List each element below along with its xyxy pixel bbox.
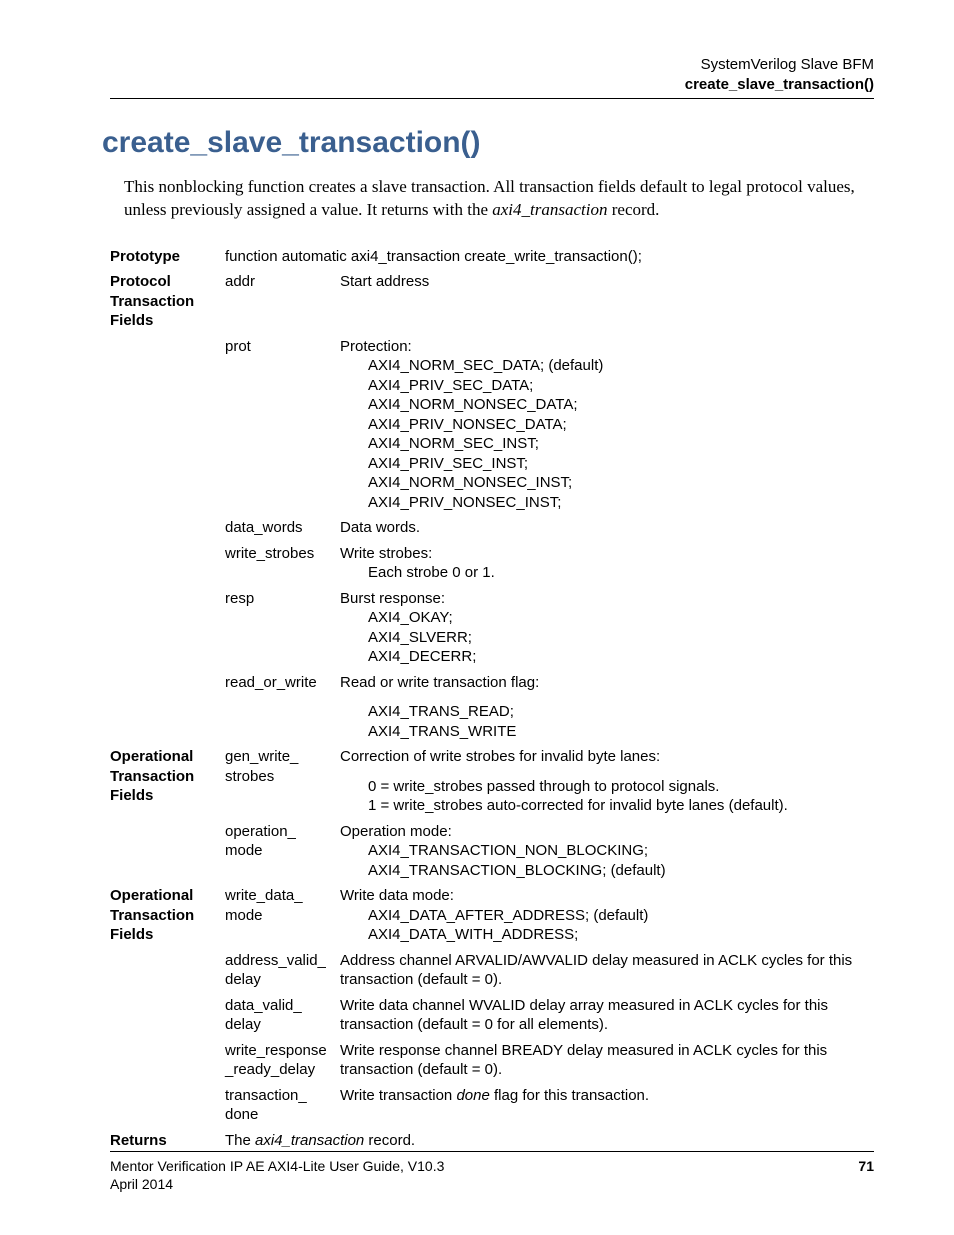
header-subtitle: SystemVerilog Slave BFM — [110, 55, 874, 75]
table-row: Operational Transaction Fieldsgen_write_… — [110, 744, 874, 819]
table-row: protProtection:AXI4_NORM_SEC_DATA; (defa… — [110, 334, 874, 516]
field-desc: Address channel ARVALID/AWVALID delay me… — [340, 948, 874, 993]
intro-text-2: record. — [607, 200, 659, 219]
table-row: write_strobesWrite strobes:Each strobe 0… — [110, 541, 874, 586]
field-name: operation_ mode — [225, 819, 340, 884]
field-name: gen_write_ strobes — [225, 744, 340, 819]
field-name: data_valid_ delay — [225, 993, 340, 1038]
section-label — [110, 515, 225, 541]
footer-left: Mentor Verification IP AE AXI4-Lite User… — [110, 1157, 444, 1175]
field-name: transaction_ done — [225, 1083, 340, 1128]
section-label — [110, 670, 225, 745]
section-label: Prototype — [110, 244, 225, 270]
table-row: respBurst response:AXI4_OKAY;AXI4_SLVERR… — [110, 586, 874, 670]
section-label — [110, 541, 225, 586]
field-desc: Write response channel BREADY delay meas… — [340, 1038, 874, 1083]
field-desc: Write transaction done flag for this tra… — [340, 1083, 874, 1128]
field-name: read_or_write — [225, 670, 340, 745]
table-row: address_valid_ delayAddress channel ARVA… — [110, 948, 874, 993]
field-desc: Burst response:AXI4_OKAY;AXI4_SLVERR;AXI… — [340, 586, 874, 670]
section-label — [110, 993, 225, 1038]
field-desc: Read or write transaction flag:AXI4_TRAN… — [340, 670, 874, 745]
header-topic: create_slave_transaction() — [110, 75, 874, 95]
table-row: Protocol Transaction FieldsaddrStart add… — [110, 269, 874, 334]
field-name: data_words — [225, 515, 340, 541]
field-name: function automatic axi4_transaction crea… — [225, 244, 874, 270]
intro-paragraph: This nonblocking function creates a slav… — [124, 176, 874, 222]
field-name: write_response _ready_delay — [225, 1038, 340, 1083]
section-label — [110, 948, 225, 993]
page-footer: Mentor Verification IP AE AXI4-Lite User… — [110, 1151, 874, 1193]
definition-table: Prototypefunction automatic axi4_transac… — [110, 244, 874, 1154]
table-row: data_valid_ delayWrite data channel WVAL… — [110, 993, 874, 1038]
section-label: Protocol Transaction Fields — [110, 269, 225, 334]
field-desc: Start address — [340, 269, 874, 334]
section-label — [110, 1083, 225, 1128]
table-row: write_response _ready_delayWrite respons… — [110, 1038, 874, 1083]
table-row: Operational Transaction Fieldswrite_data… — [110, 883, 874, 948]
field-desc: Data words. — [340, 515, 874, 541]
field-name: write_strobes — [225, 541, 340, 586]
footer-page-number: 71 — [858, 1157, 874, 1175]
table-row: read_or_writeRead or write transaction f… — [110, 670, 874, 745]
page-header: SystemVerilog Slave BFM create_slave_tra… — [110, 55, 874, 99]
table-row: Prototypefunction automatic axi4_transac… — [110, 244, 874, 270]
field-name: addr — [225, 269, 340, 334]
field-name: resp — [225, 586, 340, 670]
field-name: prot — [225, 334, 340, 516]
section-label — [110, 334, 225, 516]
section-label: Operational Transaction Fields — [110, 883, 225, 948]
field-desc: Correction of write strobes for invalid … — [340, 744, 874, 819]
section-label: Returns — [110, 1128, 225, 1154]
intro-text-1: This nonblocking function creates a slav… — [124, 177, 855, 219]
page-title: create_slave_transaction() — [102, 123, 874, 162]
field-desc: The axi4_transaction record. — [225, 1128, 874, 1154]
section-label: Operational Transaction Fields — [110, 744, 225, 819]
table-row: ReturnsThe axi4_transaction record. — [110, 1128, 874, 1154]
field-desc: Write data channel WVALID delay array me… — [340, 993, 874, 1038]
field-desc: Write data mode:AXI4_DATA_AFTER_ADDRESS;… — [340, 883, 874, 948]
field-name: write_data_ mode — [225, 883, 340, 948]
field-name: address_valid_ delay — [225, 948, 340, 993]
table-row: transaction_ doneWrite transaction done … — [110, 1083, 874, 1128]
section-label — [110, 1038, 225, 1083]
field-desc: Protection:AXI4_NORM_SEC_DATA; (default)… — [340, 334, 874, 516]
field-desc: Write strobes:Each strobe 0 or 1. — [340, 541, 874, 586]
table-row: operation_ modeOperation mode:AXI4_TRANS… — [110, 819, 874, 884]
intro-em: axi4_transaction — [492, 200, 607, 219]
footer-date: April 2014 — [110, 1175, 874, 1193]
table-row: data_wordsData words. — [110, 515, 874, 541]
field-desc: Operation mode:AXI4_TRANSACTION_NON_BLOC… — [340, 819, 874, 884]
section-label — [110, 586, 225, 670]
section-label — [110, 819, 225, 884]
